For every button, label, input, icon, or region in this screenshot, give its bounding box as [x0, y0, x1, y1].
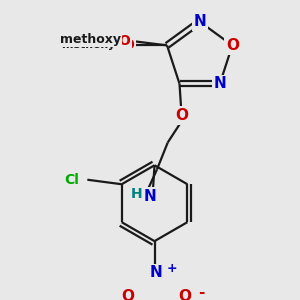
- Text: O: O: [121, 289, 134, 300]
- Text: O: O: [118, 34, 130, 48]
- Text: N: N: [150, 265, 163, 280]
- Text: O: O: [179, 289, 192, 300]
- Text: N: N: [143, 189, 156, 204]
- Text: methoxy: methoxy: [60, 33, 121, 46]
- Text: O: O: [175, 108, 188, 123]
- Text: O: O: [226, 38, 239, 53]
- Text: -: -: [198, 285, 204, 300]
- Text: N: N: [214, 76, 226, 91]
- Text: H: H: [131, 187, 143, 201]
- Text: Cl: Cl: [64, 173, 80, 187]
- Text: +: +: [166, 262, 177, 275]
- Text: methoxy: methoxy: [61, 40, 116, 50]
- Text: O: O: [122, 38, 134, 52]
- Text: N: N: [193, 14, 206, 29]
